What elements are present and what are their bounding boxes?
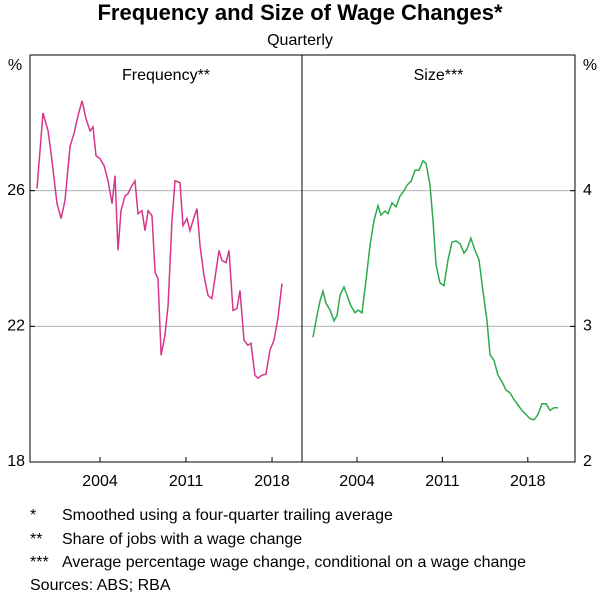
x-tick-label: 2004 — [339, 473, 375, 490]
note-marker: * — [30, 507, 36, 524]
y-tick-label: 22 — [7, 318, 25, 335]
note-text: Share of jobs with a wage change — [62, 531, 302, 548]
note-marker: *** — [30, 554, 49, 571]
y-tick-label: 2 — [583, 453, 592, 470]
note-marker: ** — [30, 531, 42, 548]
x-tick-label: 2011 — [169, 473, 204, 490]
plot-front: Frequency**% 18 22 26 2004 2011 2018 Size***% 2 3… — [7, 57, 597, 490]
y-tick-label: 4 — [583, 182, 592, 199]
panel-title: Frequency** — [122, 67, 210, 84]
x-tick-label: 2011 — [425, 473, 460, 490]
y-tick-label: 18 — [7, 453, 25, 470]
y-tick-label: 3 — [583, 318, 592, 335]
y-axis-unit: % — [583, 57, 597, 74]
chart-title: Frequency and Size of Wage Changes* — [97, 0, 502, 25]
x-tick-label: 2018 — [510, 473, 546, 490]
chart-subtitle: Quarterly — [267, 32, 333, 49]
sources: Sources: ABS; RBA — [30, 577, 171, 594]
data-line — [36, 100, 283, 380]
x-tick-label: 2018 — [254, 473, 290, 490]
panel-title: Size*** — [414, 67, 464, 84]
y-tick-label: 26 — [7, 182, 25, 199]
data-line — [312, 159, 558, 421]
y-axis-unit: % — [8, 57, 22, 74]
x-tick-label: 2004 — [82, 473, 118, 490]
note-text: Average percentage wage change, conditio… — [62, 554, 526, 571]
note-text: Smoothed using a four-quarter trailing a… — [62, 507, 393, 524]
